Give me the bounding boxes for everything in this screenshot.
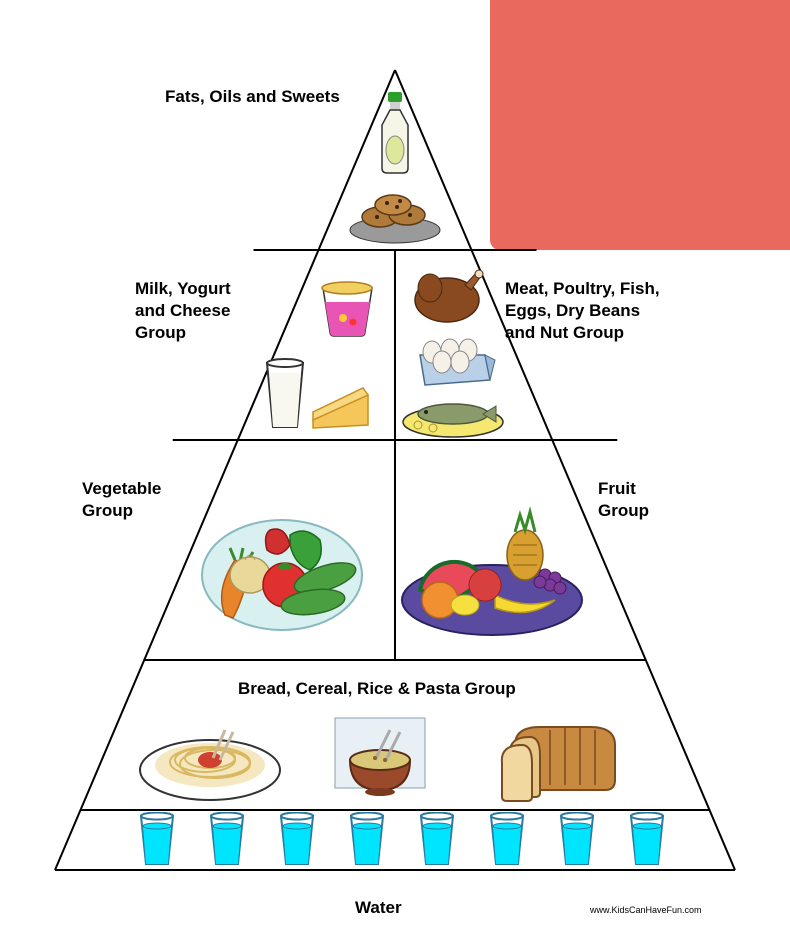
pyramid-outline: [0, 0, 790, 940]
tier-label-grains: Bread, Cereal, Rice & Pasta Group: [238, 678, 516, 700]
tier-label-dairy: Milk, Yogurtand CheeseGroup: [135, 278, 231, 344]
tier-label-protein: Meat, Poultry, Fish,Eggs, Dry Beansand N…: [505, 278, 660, 344]
tier-label-fruit: FruitGroup: [598, 478, 649, 522]
tier-label-fats: Fats, Oils and Sweets: [165, 86, 340, 108]
tier-label-water: Water: [355, 898, 402, 918]
tier-label-vegetables: VegetableGroup: [82, 478, 161, 522]
attribution-text: www.KidsCanHaveFun.com: [590, 905, 702, 915]
